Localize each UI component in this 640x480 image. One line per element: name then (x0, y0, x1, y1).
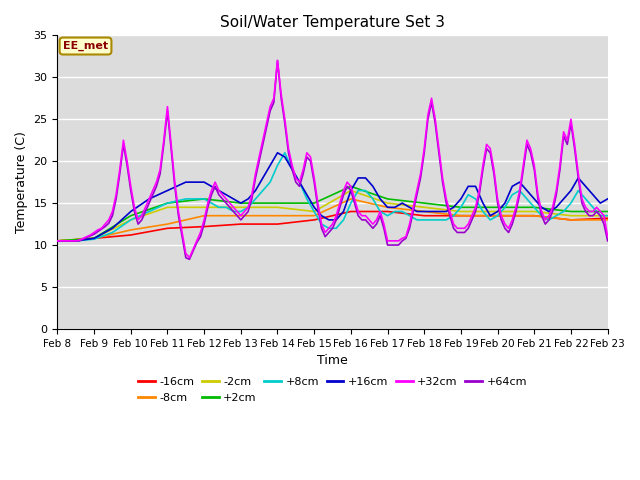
X-axis label: Time: Time (317, 354, 348, 367)
Text: EE_met: EE_met (63, 41, 108, 51)
Legend: -16cm, -8cm, -2cm, +2cm, +8cm, +16cm, +32cm, +64cm: -16cm, -8cm, -2cm, +2cm, +8cm, +16cm, +3… (134, 372, 531, 407)
Title: Soil/Water Temperature Set 3: Soil/Water Temperature Set 3 (220, 15, 445, 30)
Y-axis label: Temperature (C): Temperature (C) (15, 131, 28, 233)
